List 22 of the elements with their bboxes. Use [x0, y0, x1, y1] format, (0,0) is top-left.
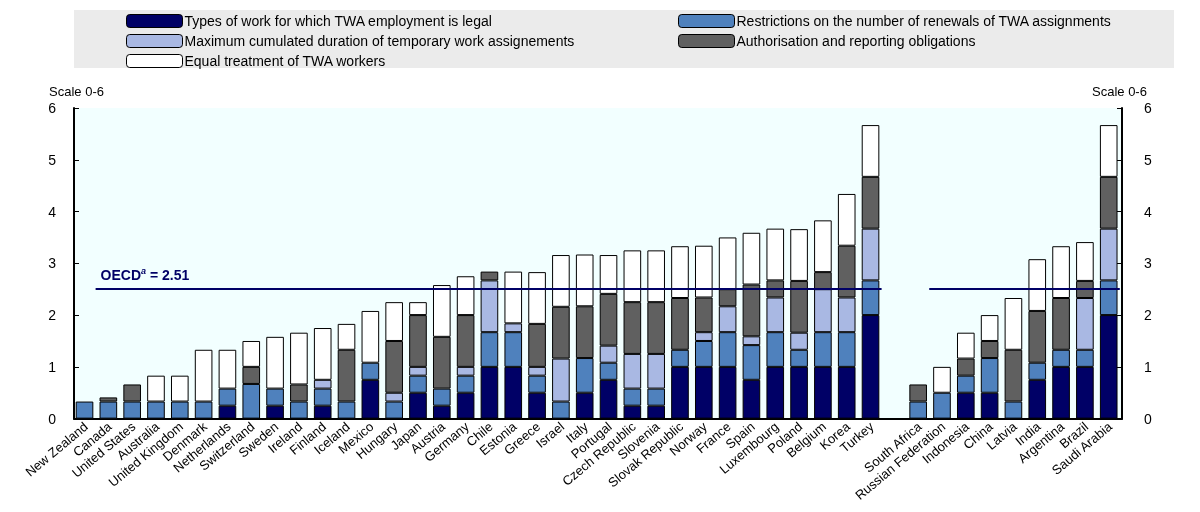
legend-label: Types of work for which TWA employment is legal	[184, 13, 492, 29]
y-tick-label: 5	[48, 151, 57, 168]
y2-tick-label: 5	[1144, 151, 1152, 168]
legend-label: Maximum cumulated duration of temporary work assignements	[184, 33, 575, 49]
legend-label: Authorisation and reporting obligations	[736, 33, 976, 49]
y-tick-label: 2	[48, 307, 57, 324]
y-tick-label: 1	[48, 358, 57, 375]
y-tick-label: 0	[48, 410, 57, 427]
y2-tick-label: 3	[1144, 255, 1152, 272]
y2-tick-label: 2	[1144, 307, 1152, 324]
legend-label: Restrictions on the number of renewals of TWA assignments	[736, 13, 1111, 29]
y2-tick-label: 6	[1144, 100, 1152, 116]
y-tick-label: 4	[48, 203, 57, 220]
y2-axis-title: Scale 0-6	[1092, 84, 1147, 99]
y-tick-label: 6	[48, 100, 57, 116]
y2-tick-label: 1	[1144, 358, 1152, 375]
y-tick-label: 3	[48, 255, 57, 272]
y2-tick-label: 0	[1144, 410, 1152, 427]
bar	[718, 237, 737, 290]
legend-label: Equal treatment of TWA workers	[184, 53, 386, 69]
y-axis-title: Scale 0-6	[49, 84, 104, 99]
y2-tick-label: 4	[1144, 203, 1152, 220]
